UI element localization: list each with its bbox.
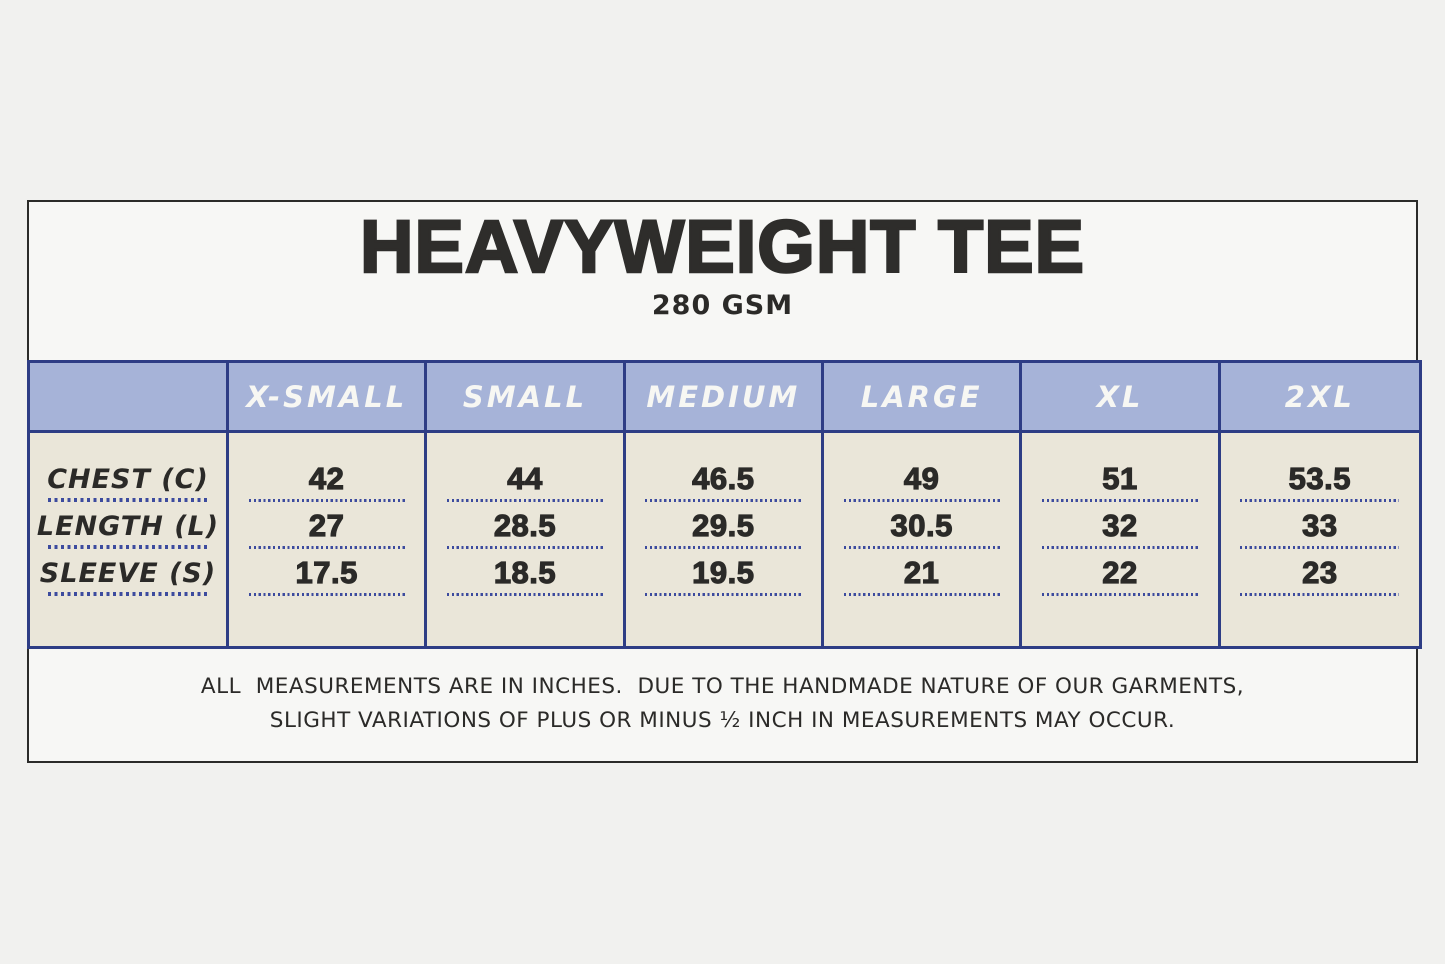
xsmall-length-value: 27 <box>308 508 345 543</box>
2xl-sleeve-value: 23 <box>1301 555 1338 590</box>
header-cell-large: LARGE <box>823 363 1023 433</box>
dotted-divider <box>1240 546 1400 549</box>
dotted-divider <box>248 546 405 549</box>
header-cell-blank <box>30 363 229 433</box>
value-row: 53.5 <box>1221 455 1419 502</box>
values-cell-2xl: 53.5 33 23 <box>1220 433 1419 646</box>
value-row: 18.5 <box>427 549 622 596</box>
value-row: 22 <box>1022 549 1217 596</box>
dotted-divider <box>1240 593 1400 596</box>
xsmall-chest-value: 42 <box>308 461 345 496</box>
small-chest-value: 44 <box>507 461 543 496</box>
xl-length-value: 32 <box>1102 508 1138 543</box>
header-cell-small: SMALL <box>427 363 626 433</box>
row-label-sleeve-text: SLEEVE (S) <box>39 558 217 589</box>
dotted-divider <box>1041 593 1199 596</box>
value-row: 21 <box>824 549 1019 596</box>
header-cell-medium: MEDIUM <box>625 363 824 433</box>
value-row: 29.5 <box>626 502 821 549</box>
dotted-divider <box>645 499 802 502</box>
values-cell-medium: 46.5 29.5 19.5 <box>625 433 824 646</box>
page-title: HEAVYWEIGHT TEE <box>359 205 1085 288</box>
value-row: 46.5 <box>626 455 821 502</box>
value-row: 27 <box>229 502 424 549</box>
size-chart-card: HEAVYWEIGHT TEE 280 GSM X-SMALL SMALL ME… <box>27 200 1422 763</box>
dotted-divider <box>248 499 405 502</box>
large-length-value: 30.5 <box>890 508 953 543</box>
dotted-divider <box>248 593 405 596</box>
header-cell-2xl: 2XL <box>1220 363 1419 433</box>
dotted-divider <box>1240 499 1400 502</box>
dotted-divider <box>843 499 1000 502</box>
row-label-chest-text: CHEST (C) <box>47 464 209 495</box>
large-chest-value: 49 <box>903 461 940 496</box>
medium-sleeve-value: 19.5 <box>692 555 755 590</box>
dotted-divider <box>1041 499 1199 502</box>
measurement-disclaimer: ALL MEASUREMENTS ARE IN INCHES. DUE TO T… <box>29 670 1416 737</box>
row-labels-cell: CHEST (C) LENGTH (L) SLEEVE (S) <box>30 433 229 646</box>
dotted-divider <box>446 593 604 596</box>
value-row: 51 <box>1022 455 1217 502</box>
header-cell-xl: XL <box>1022 363 1221 433</box>
value-row: 17.5 <box>229 549 424 596</box>
value-row: 42 <box>229 455 424 502</box>
dotted-divider <box>47 592 209 596</box>
value-row: 49 <box>824 455 1019 502</box>
large-sleeve-value: 21 <box>903 555 940 590</box>
dotted-divider <box>47 545 209 549</box>
values-cell-xl: 51 32 22 <box>1022 433 1221 646</box>
dotted-divider <box>645 593 802 596</box>
fabric-weight-subtitle: 280 GSM <box>651 290 794 321</box>
values-cell-large: 49 30.5 21 <box>823 433 1023 646</box>
row-label-chest: CHEST (C) <box>30 455 226 502</box>
value-row: 28.5 <box>427 502 622 549</box>
xl-sleeve-value: 22 <box>1102 555 1138 590</box>
header-cell-xsmall: X-SMALL <box>229 363 428 433</box>
size-table: X-SMALL SMALL MEDIUM LARGE XL 2XL CHEST … <box>27 360 1422 649</box>
small-sleeve-value: 18.5 <box>493 555 557 590</box>
values-cell-xsmall: 42 27 17.5 <box>229 433 428 646</box>
values-cell-small: 44 28.5 18.5 <box>427 433 626 646</box>
disclaimer-line-2: SLIGHT VARIATIONS OF PLUS OR MINUS ½ INC… <box>269 707 1176 733</box>
dotted-divider <box>843 593 1000 596</box>
dotted-divider <box>446 546 604 549</box>
small-length-value: 28.5 <box>493 508 557 543</box>
value-row: 32 <box>1022 502 1217 549</box>
value-row: 30.5 <box>824 502 1019 549</box>
value-row: 23 <box>1221 549 1419 596</box>
dotted-divider <box>47 498 209 502</box>
row-label-length: LENGTH (L) <box>30 502 226 549</box>
dotted-divider <box>1041 546 1199 549</box>
medium-length-value: 29.5 <box>692 508 755 543</box>
2xl-length-value: 33 <box>1301 508 1338 543</box>
dotted-divider <box>446 499 604 502</box>
row-label-sleeve: SLEEVE (S) <box>30 549 226 596</box>
xl-chest-value: 51 <box>1102 461 1138 496</box>
value-row: 44 <box>427 455 622 502</box>
dotted-divider <box>645 546 802 549</box>
value-row: 19.5 <box>626 549 821 596</box>
row-label-length-text: LENGTH (L) <box>36 511 220 542</box>
2xl-chest-value: 53.5 <box>1288 461 1351 496</box>
medium-chest-value: 46.5 <box>692 461 755 496</box>
value-row: 33 <box>1221 502 1419 549</box>
dotted-divider <box>843 546 1000 549</box>
disclaimer-line-1: ALL MEASUREMENTS ARE IN INCHES. DUE TO T… <box>200 674 1245 700</box>
xsmall-sleeve-value: 17.5 <box>295 555 358 590</box>
